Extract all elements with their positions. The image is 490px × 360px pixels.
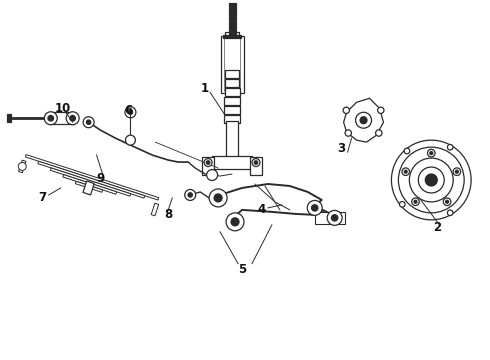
Polygon shape xyxy=(75,181,102,192)
Circle shape xyxy=(226,213,244,231)
Text: 6: 6 xyxy=(124,104,133,117)
Circle shape xyxy=(356,112,371,128)
Circle shape xyxy=(312,205,318,211)
Bar xyxy=(228,30,236,33)
Bar xyxy=(51,112,73,124)
Circle shape xyxy=(125,135,135,145)
Text: 10: 10 xyxy=(54,102,71,115)
Circle shape xyxy=(83,117,94,128)
Bar xyxy=(202,157,214,175)
Text: 7: 7 xyxy=(39,192,47,204)
Bar xyxy=(228,26,236,29)
Circle shape xyxy=(254,161,258,165)
Circle shape xyxy=(414,200,417,203)
Bar xyxy=(228,12,236,15)
Bar xyxy=(228,21,236,24)
Circle shape xyxy=(412,198,419,206)
Circle shape xyxy=(427,149,435,157)
Bar xyxy=(224,106,240,114)
Circle shape xyxy=(443,198,451,206)
Circle shape xyxy=(188,193,193,197)
Circle shape xyxy=(445,200,448,203)
Circle shape xyxy=(453,168,461,175)
Polygon shape xyxy=(19,160,26,173)
Text: 3: 3 xyxy=(338,141,345,155)
Bar xyxy=(226,121,238,157)
Circle shape xyxy=(376,130,382,136)
Circle shape xyxy=(70,116,75,121)
Bar xyxy=(225,71,239,78)
Circle shape xyxy=(409,158,453,202)
Bar xyxy=(223,35,241,37)
Circle shape xyxy=(455,170,458,173)
Polygon shape xyxy=(50,168,131,196)
Bar xyxy=(228,17,236,20)
Circle shape xyxy=(44,112,57,125)
Circle shape xyxy=(430,152,433,154)
Circle shape xyxy=(48,116,53,121)
Circle shape xyxy=(66,112,79,125)
Circle shape xyxy=(378,107,384,113)
Circle shape xyxy=(392,140,471,220)
Text: 9: 9 xyxy=(97,171,105,185)
Bar xyxy=(225,80,240,87)
Circle shape xyxy=(418,167,444,193)
Polygon shape xyxy=(343,98,384,142)
Polygon shape xyxy=(151,203,159,216)
Bar xyxy=(228,8,236,11)
Circle shape xyxy=(231,218,239,226)
Circle shape xyxy=(207,170,218,180)
Circle shape xyxy=(399,202,405,207)
Bar xyxy=(228,3,236,7)
Text: 1: 1 xyxy=(201,82,209,95)
Bar xyxy=(224,115,240,123)
Polygon shape xyxy=(83,181,94,195)
Polygon shape xyxy=(25,154,159,200)
Polygon shape xyxy=(38,161,145,198)
Bar xyxy=(224,97,240,105)
Circle shape xyxy=(18,162,26,170)
Circle shape xyxy=(204,159,212,167)
Circle shape xyxy=(398,147,464,213)
Bar xyxy=(212,156,252,169)
Circle shape xyxy=(185,189,196,201)
Circle shape xyxy=(307,201,322,215)
Text: 4: 4 xyxy=(258,203,266,216)
Bar xyxy=(315,212,344,224)
Circle shape xyxy=(345,130,351,136)
Bar xyxy=(224,88,240,96)
Circle shape xyxy=(404,148,410,154)
Polygon shape xyxy=(63,175,117,194)
Circle shape xyxy=(209,189,227,207)
Text: 8: 8 xyxy=(164,208,172,221)
Bar xyxy=(250,157,262,175)
Circle shape xyxy=(425,174,437,186)
Circle shape xyxy=(360,117,367,124)
Circle shape xyxy=(402,168,410,175)
Circle shape xyxy=(86,120,91,125)
Circle shape xyxy=(343,107,349,113)
Bar xyxy=(7,114,11,122)
Bar xyxy=(220,36,244,93)
Circle shape xyxy=(447,144,453,150)
Circle shape xyxy=(404,170,407,173)
Bar xyxy=(225,32,239,36)
Circle shape xyxy=(331,215,338,221)
Circle shape xyxy=(327,210,342,225)
Circle shape xyxy=(252,159,260,167)
Circle shape xyxy=(447,210,453,216)
Circle shape xyxy=(128,110,133,114)
Circle shape xyxy=(125,107,136,118)
Circle shape xyxy=(206,161,210,165)
Text: 2: 2 xyxy=(433,221,441,234)
Circle shape xyxy=(214,194,222,202)
Text: 5: 5 xyxy=(238,263,246,276)
